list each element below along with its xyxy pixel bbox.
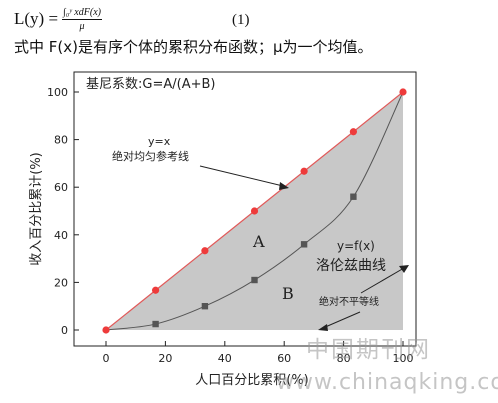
y-tick-label-4: 80 [54,134,68,147]
annotation-inequality-line: 绝对不平等线 [319,295,379,308]
y-axis-label: 收入百分比累计(%) [29,152,44,266]
equality-point-5 [349,128,358,136]
watermark-url: www.chinaqking.com [276,370,498,395]
equality-point-2 [201,247,209,255]
y-tick-label-2: 40 [54,229,68,242]
equality-point-6 [399,88,407,96]
formula-caption: 式中 F(x)是有序个体的累积分布函数；μ为一个均值。 [14,38,373,56]
lorenz-point-2 [201,303,209,310]
lorenz-point-3 [251,276,258,284]
watermark-cn: 中国期刊网 [306,337,431,363]
formula-denominator: μ [79,21,85,32]
arrowhead-inequality-down [318,324,328,331]
lorenz-formula: L(y) = ∫₀ʸ xdF(x) μ [14,6,102,38]
region-a-label: A [252,232,265,251]
arrow-equality [199,165,284,187]
x-tick-label-3: 60 [277,352,291,365]
lorenz-point-5 [350,193,357,200]
equality-point-0 [102,326,110,334]
formula-fraction: ∫₀ʸ xdF(x) μ [62,6,102,33]
x-tick-label-5: 100 [393,352,414,365]
annotation-equality-line: 绝对均匀参考线 [112,149,189,163]
arrowhead-inequality-up [399,265,409,273]
equality-point-3 [250,207,259,215]
x-axis-label: 人口百分比累积(%) [195,373,309,388]
x-tick-label-2: 40 [218,352,232,365]
annotation-yx: y=x [148,135,171,148]
equality-point-1 [151,286,160,294]
arrowhead-equality [279,182,289,190]
y-tick-label-1: 20 [54,276,68,289]
region-b-label: B [282,284,294,303]
formula-numerator: ∫₀ʸ xdF(x) [62,7,102,20]
arrow-inequality-up [360,267,405,294]
x-tick-label-4: 80 [337,352,351,365]
chart-title: 基尼系数:G=A/(A+B) [86,77,215,92]
arrow-inequality-down [322,311,361,329]
annotation-lorenz-curve: 洛伦兹曲线 [316,258,386,274]
lorenz-point-4 [300,241,308,248]
x-tick-label-0: 0 [103,352,110,365]
y-tick-label-5: 100 [47,86,68,99]
formula-number: (1) [232,12,250,28]
formula-lhs: L(y) = [14,9,59,28]
annotation-fx: y=f(x) [337,239,375,253]
markers-layer [102,88,407,334]
y-tick-label-3: 60 [54,181,68,194]
axes: 0 20 40 60 80 100 0 20 40 60 80 100 人口百分比累积(%) 收入百分比累… [29,86,414,388]
y-tick-label-0: 0 [61,324,68,337]
equality-point-4 [300,167,308,175]
lorenz-point-1 [152,320,159,328]
x-tick-label-1: 20 [158,352,172,365]
